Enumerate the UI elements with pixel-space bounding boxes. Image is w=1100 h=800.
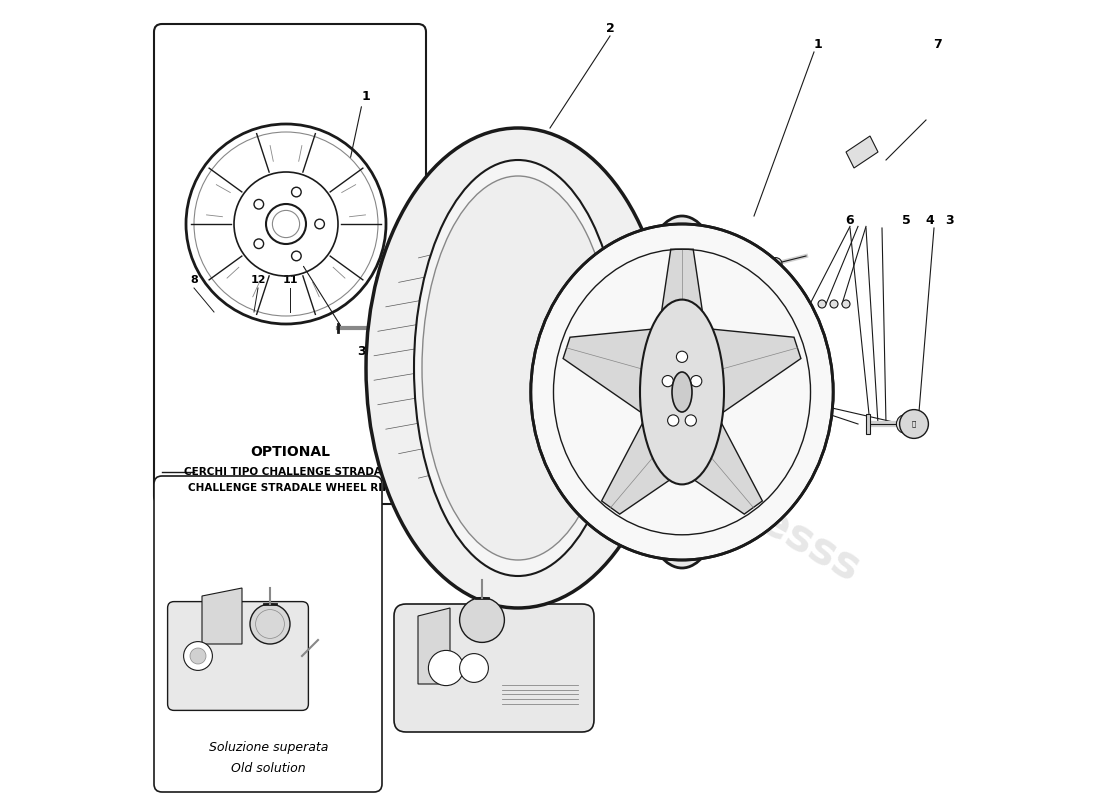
Text: 5: 5 [902, 214, 911, 226]
FancyBboxPatch shape [394, 604, 594, 732]
Text: 13: 13 [522, 285, 538, 294]
FancyBboxPatch shape [722, 304, 766, 328]
Text: 1: 1 [362, 90, 371, 102]
Text: 15: 15 [594, 279, 609, 289]
Circle shape [685, 415, 696, 426]
FancyBboxPatch shape [154, 24, 426, 504]
Text: 9: 9 [374, 275, 382, 285]
Text: a passion for parts: a passion for parts [362, 280, 738, 520]
Ellipse shape [621, 216, 742, 568]
Text: 14: 14 [442, 275, 458, 285]
Text: 6: 6 [846, 214, 855, 226]
Polygon shape [660, 250, 704, 325]
Polygon shape [563, 329, 657, 414]
Text: CERCHI TIPO CHALLENGE STRADALE: CERCHI TIPO CHALLENGE STRADALE [184, 467, 396, 477]
Text: autodidesss: autodidesss [584, 402, 868, 590]
Ellipse shape [531, 224, 833, 560]
FancyBboxPatch shape [154, 476, 382, 792]
Polygon shape [683, 420, 762, 514]
Text: OPTIONAL: OPTIONAL [250, 445, 330, 459]
Circle shape [818, 300, 826, 308]
Text: 7: 7 [934, 38, 943, 50]
Circle shape [460, 598, 505, 642]
Ellipse shape [422, 176, 614, 560]
Text: 🐎: 🐎 [912, 421, 916, 427]
Circle shape [900, 410, 928, 438]
Ellipse shape [366, 128, 670, 608]
Polygon shape [202, 588, 242, 644]
Circle shape [190, 648, 206, 664]
Circle shape [691, 375, 702, 386]
Ellipse shape [640, 299, 724, 485]
Circle shape [662, 375, 673, 386]
Text: Soluzione superata: Soluzione superata [209, 742, 328, 754]
Circle shape [830, 300, 838, 308]
FancyBboxPatch shape [866, 414, 870, 434]
Circle shape [428, 650, 463, 686]
Text: Old solution: Old solution [231, 762, 306, 774]
Circle shape [705, 306, 715, 315]
Circle shape [896, 414, 915, 434]
Text: 4: 4 [925, 214, 934, 226]
Text: CHALLENGE STRADALE WHEEL RIM: CHALLENGE STRADALE WHEEL RIM [188, 483, 393, 493]
Polygon shape [602, 420, 681, 514]
Ellipse shape [642, 224, 722, 560]
Circle shape [676, 351, 688, 362]
Text: 16: 16 [522, 271, 538, 281]
Polygon shape [418, 608, 450, 684]
Ellipse shape [414, 160, 622, 576]
Text: 3: 3 [946, 214, 955, 226]
Circle shape [842, 300, 850, 308]
Text: 2: 2 [606, 22, 615, 34]
Text: 11: 11 [283, 275, 298, 285]
Polygon shape [846, 136, 878, 168]
Text: 1: 1 [814, 38, 823, 50]
Circle shape [184, 642, 212, 670]
Polygon shape [707, 329, 801, 414]
Circle shape [460, 654, 488, 682]
Text: 12: 12 [251, 275, 266, 285]
Circle shape [250, 604, 290, 644]
FancyBboxPatch shape [167, 602, 308, 710]
Ellipse shape [672, 372, 692, 412]
Circle shape [668, 415, 679, 426]
Text: 3: 3 [358, 346, 366, 358]
Text: 10: 10 [702, 279, 717, 289]
Text: 13: 13 [522, 275, 538, 285]
Circle shape [769, 258, 782, 270]
Text: 8: 8 [190, 275, 198, 285]
